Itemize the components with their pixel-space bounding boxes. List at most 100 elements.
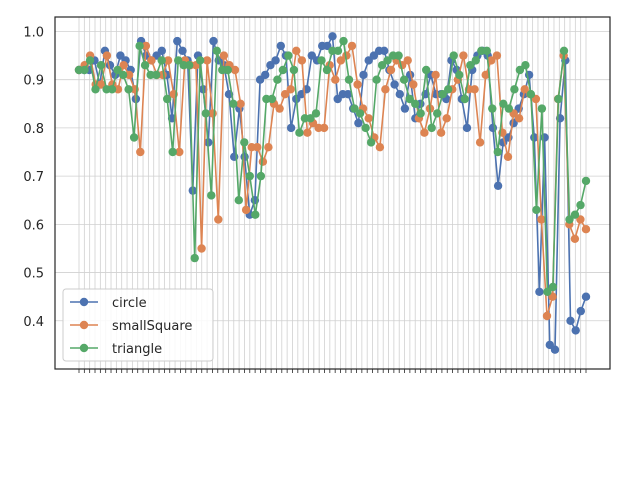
data-point-circle	[576, 306, 585, 316]
data-point-triangle	[163, 94, 172, 104]
data-point-triangle	[152, 70, 161, 80]
data-point-triangle	[113, 65, 122, 75]
data-point-smallSquare	[303, 128, 312, 137]
legend-box	[62, 288, 214, 362]
data-point-triangle	[570, 210, 580, 219]
data-point-triangle	[394, 51, 403, 60]
data-point-triangle	[543, 287, 552, 296]
legend-marker-triangle	[79, 343, 89, 353]
data-point-triangle	[565, 215, 574, 224]
data-point-smallSquare	[113, 85, 123, 94]
data-point-triangle	[174, 56, 183, 65]
data-point-triangle	[135, 41, 144, 51]
data-point-smallSquare	[147, 56, 156, 65]
data-point-triangle	[317, 56, 326, 65]
data-point-smallSquare	[264, 143, 273, 152]
data-point-smallSquare	[459, 51, 468, 60]
y-tick-label: 0.5	[23, 267, 44, 282]
data-point-smallSquare	[342, 51, 351, 60]
data-point-circle	[173, 36, 182, 46]
data-point-triangle	[581, 176, 591, 186]
data-point-smallSquare	[420, 128, 429, 137]
data-point-triangle	[273, 75, 282, 84]
data-point-triangle	[554, 94, 563, 104]
data-point-triangle	[256, 171, 266, 181]
data-point-smallSquare	[487, 56, 496, 65]
data-point-circle	[286, 123, 296, 133]
data-point-triangle	[405, 94, 414, 104]
data-point-triangle	[482, 46, 491, 55]
data-point-smallSquare	[219, 51, 229, 60]
data-point-triangle	[399, 75, 409, 84]
data-point-triangle	[190, 253, 199, 263]
data-point-triangle	[438, 90, 447, 99]
data-point-circle	[390, 80, 399, 89]
data-point-triangle	[411, 99, 420, 109]
data-point-triangle	[245, 171, 254, 181]
data-point-triangle	[267, 94, 277, 104]
data-point-smallSquare	[336, 56, 346, 65]
data-point-triangle	[80, 65, 89, 75]
data-point-triangle	[372, 75, 381, 84]
legend-marker-circle	[79, 297, 89, 307]
data-point-triangle	[251, 210, 260, 219]
data-point-triangle	[289, 65, 299, 75]
data-point-smallSquare	[141, 41, 151, 51]
data-point-triangle	[223, 65, 232, 75]
y-tick-label: 0.8	[23, 122, 44, 137]
data-point-smallSquare	[230, 65, 240, 75]
data-point-triangle	[493, 147, 502, 157]
data-point-triangle	[201, 109, 210, 118]
data-point-circle	[359, 70, 368, 80]
data-point-smallSquare	[253, 143, 262, 152]
data-point-circle	[462, 123, 472, 133]
data-point-circle	[209, 36, 218, 46]
data-point-smallSquare	[280, 90, 290, 99]
data-point-smallSquare	[403, 56, 412, 65]
data-point-triangle	[157, 56, 166, 65]
data-point-smallSquare	[514, 114, 524, 123]
data-point-triangle	[185, 60, 194, 70]
data-point-triangle	[118, 70, 128, 80]
data-point-triangle	[460, 94, 469, 104]
legend-label-circle: circle	[112, 296, 147, 311]
data-point-smallSquare	[292, 46, 301, 55]
data-point-smallSquare	[202, 56, 212, 65]
data-point-triangle	[537, 104, 547, 113]
data-point-triangle	[361, 123, 370, 133]
data-point-smallSquare	[386, 65, 396, 75]
data-point-triangle	[91, 85, 100, 94]
data-point-triangle	[295, 128, 304, 137]
axes-frame	[54, 16, 611, 370]
data-point-smallSquare	[576, 215, 585, 224]
data-point-smallSquare	[503, 152, 513, 161]
data-point-smallSquare	[570, 234, 580, 243]
data-point-smallSquare	[347, 41, 357, 51]
data-point-smallSquare	[258, 157, 268, 166]
data-point-circle	[400, 104, 410, 113]
data-point-smallSquare	[492, 51, 502, 60]
data-point-triangle	[96, 60, 106, 70]
data-point-triangle	[311, 109, 321, 118]
data-point-smallSquare	[119, 60, 128, 70]
data-point-smallSquare	[520, 85, 529, 94]
data-point-triangle	[322, 65, 332, 75]
data-point-smallSquare	[331, 75, 340, 84]
data-point-triangle	[515, 65, 525, 75]
data-point-triangle	[284, 51, 293, 60]
data-point-smallSquare	[442, 114, 451, 123]
legend: circle smallSquare triangle	[62, 288, 214, 362]
data-point-circle	[571, 326, 580, 335]
data-point-triangle	[344, 75, 354, 84]
data-point-smallSquare	[136, 147, 145, 157]
data-point-triangle	[107, 85, 117, 94]
series-triangle	[74, 36, 591, 296]
data-point-smallSquare	[475, 138, 485, 147]
data-point-triangle	[559, 46, 569, 55]
data-point-smallSquare	[375, 143, 385, 152]
data-point-circle	[540, 133, 549, 142]
data-point-smallSquare	[197, 244, 206, 253]
data-point-triangle	[532, 205, 541, 215]
data-point-triangle	[85, 56, 95, 65]
